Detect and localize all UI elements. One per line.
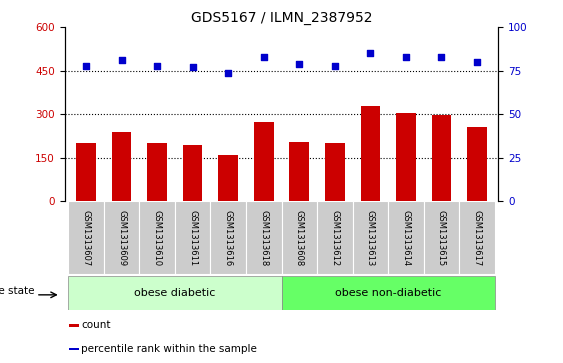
- Bar: [388, 201, 423, 274]
- Bar: [104, 201, 140, 274]
- Bar: [360, 106, 380, 201]
- Bar: [148, 143, 167, 201]
- Bar: [325, 143, 345, 201]
- Title: GDS5167 / ILMN_2387952: GDS5167 / ILMN_2387952: [191, 11, 372, 25]
- Bar: [459, 201, 495, 274]
- Bar: [352, 201, 388, 274]
- Point: [153, 63, 162, 69]
- Point: [472, 59, 481, 65]
- Text: GSM1313614: GSM1313614: [401, 210, 410, 266]
- Text: GSM1313615: GSM1313615: [437, 210, 446, 266]
- Bar: [218, 155, 238, 201]
- Bar: [423, 201, 459, 274]
- Point: [295, 61, 304, 67]
- Text: GSM1313610: GSM1313610: [153, 210, 162, 266]
- Point: [117, 57, 126, 63]
- Point: [188, 64, 197, 70]
- Text: percentile rank within the sample: percentile rank within the sample: [81, 344, 257, 354]
- Bar: [211, 201, 246, 274]
- Text: GSM1313608: GSM1313608: [295, 210, 304, 266]
- Bar: [68, 201, 104, 274]
- Text: GSM1313612: GSM1313612: [330, 210, 339, 266]
- Bar: [289, 142, 309, 201]
- Bar: [69, 324, 79, 327]
- Text: count: count: [81, 321, 111, 330]
- Text: GSM1313613: GSM1313613: [366, 210, 375, 266]
- Point: [437, 54, 446, 60]
- Text: obese non-diabetic: obese non-diabetic: [335, 288, 441, 298]
- Bar: [467, 127, 486, 201]
- Text: GSM1313617: GSM1313617: [472, 210, 481, 266]
- Bar: [254, 122, 274, 201]
- Point: [330, 63, 339, 69]
- Bar: [175, 201, 211, 274]
- Point: [259, 54, 268, 60]
- Point: [401, 54, 410, 60]
- Text: GSM1313618: GSM1313618: [259, 210, 268, 266]
- Bar: [282, 276, 495, 310]
- Bar: [282, 201, 317, 274]
- Bar: [112, 132, 131, 201]
- Text: GSM1313609: GSM1313609: [117, 210, 126, 266]
- Bar: [68, 276, 282, 310]
- Point: [224, 70, 233, 76]
- Bar: [77, 143, 96, 201]
- Text: GSM1313607: GSM1313607: [82, 210, 91, 266]
- Bar: [183, 145, 203, 201]
- Text: obese diabetic: obese diabetic: [134, 288, 216, 298]
- Text: GSM1313616: GSM1313616: [224, 210, 233, 266]
- Bar: [246, 201, 282, 274]
- Text: GSM1313611: GSM1313611: [188, 210, 197, 266]
- Bar: [396, 113, 415, 201]
- Text: disease state: disease state: [0, 286, 34, 297]
- Bar: [317, 201, 352, 274]
- Bar: [140, 201, 175, 274]
- Point: [366, 50, 375, 56]
- Point: [82, 63, 91, 69]
- Bar: [432, 115, 451, 201]
- Bar: [69, 348, 79, 350]
